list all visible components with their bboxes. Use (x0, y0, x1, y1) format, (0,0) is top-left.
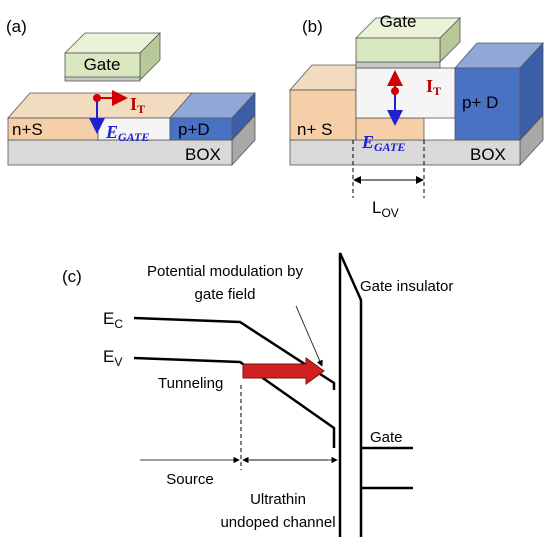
gate-insulator (340, 253, 361, 537)
carrier (391, 87, 399, 95)
gate-oxide (356, 62, 440, 68)
gate-label: Gate (84, 55, 121, 74)
symbol: L (372, 198, 381, 217)
box-label: BOX (185, 145, 221, 164)
symbol: E (103, 309, 114, 328)
overlap-label: LOV (372, 198, 399, 220)
gate (356, 38, 440, 62)
panel-b: (b) Gate n+ S p+ D BOX IT EGATE LOV (290, 12, 543, 220)
panel-label: (b) (302, 17, 323, 36)
gate-insulator-label: Gate insulator (360, 278, 453, 295)
valence-band-label: EV (103, 347, 122, 369)
subscript: T (137, 102, 145, 116)
source-label: n+ S (297, 120, 332, 139)
conduction-band-label: EC (103, 309, 123, 331)
annotation-arrow (296, 306, 322, 366)
subscript: T (433, 84, 441, 98)
subscript: C (114, 317, 123, 331)
subscript: GATE (374, 140, 405, 154)
channel-label: Ultrathin (250, 491, 306, 508)
panel-a: (a) Gate n+S p+D BOX IT EGATE (6, 17, 255, 165)
tunneling-label: Tunneling (158, 375, 223, 392)
annotation: Potential modulation by (147, 263, 303, 280)
channel-label: undoped channel (220, 514, 335, 531)
tunneling-arrow (243, 358, 324, 384)
panel-c: (c) Potential modulation by gate field G… (62, 253, 453, 537)
symbol: E (361, 132, 374, 152)
subscript: V (114, 355, 122, 369)
symbol: I (130, 94, 137, 114)
carrier (93, 94, 101, 102)
symbol: I (426, 76, 433, 96)
subscript: GATE (118, 130, 149, 144)
source-label: Source (166, 471, 214, 488)
drain-label: p+D (178, 120, 210, 139)
symbol: E (105, 122, 118, 142)
symbol: E (103, 347, 114, 366)
gate-label: Gate (380, 12, 417, 31)
source-label: n+S (12, 120, 43, 139)
diagram: (a) Gate n+S p+D BOX IT EGATE (b) Gate n… (0, 0, 547, 537)
subscript: OV (381, 206, 398, 220)
panel-label: (c) (62, 267, 82, 286)
annotation: gate field (195, 286, 256, 303)
gate-label: Gate (370, 429, 403, 446)
box-label: BOX (470, 145, 506, 164)
panel-label: (a) (6, 17, 27, 36)
drain-label: p+ D (462, 93, 498, 112)
